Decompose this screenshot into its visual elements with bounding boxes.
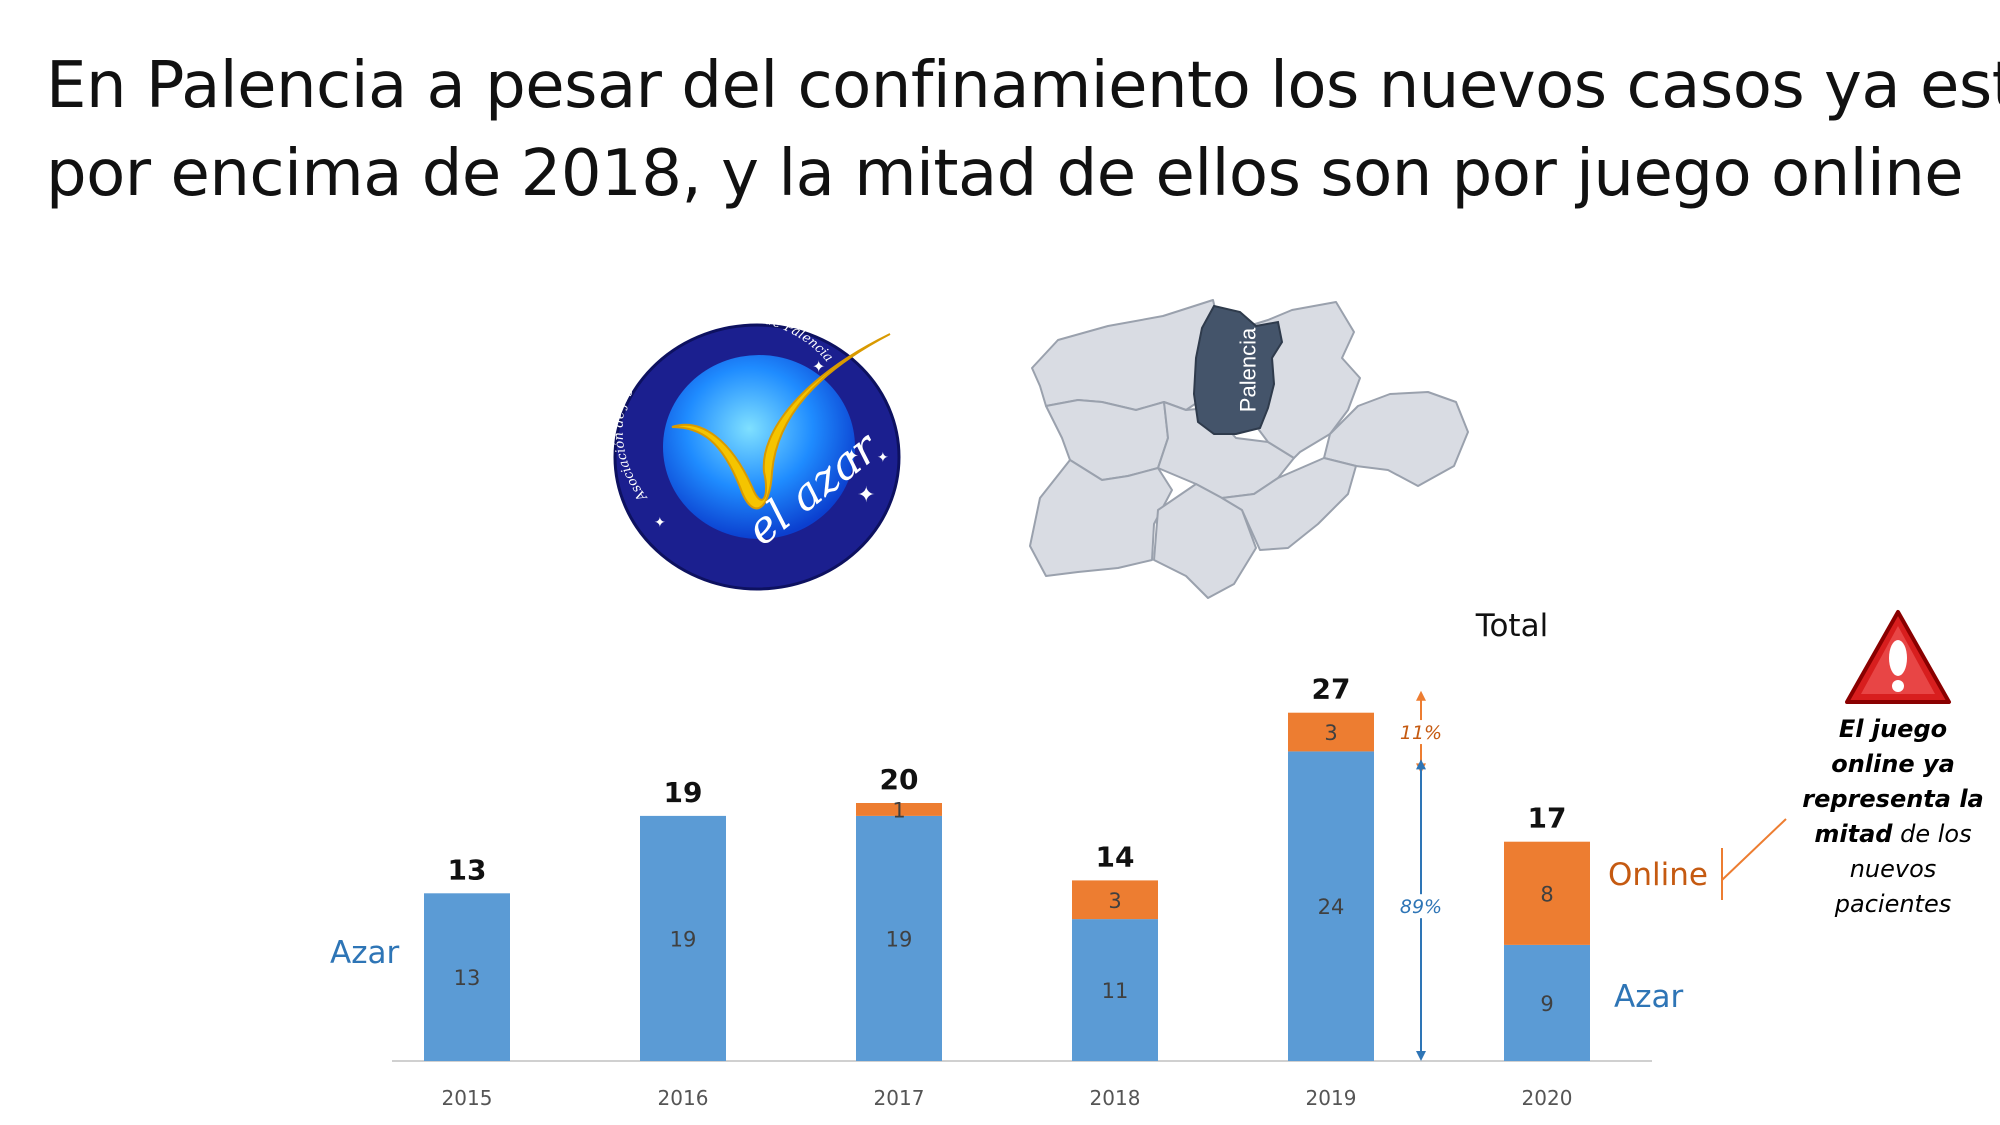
title-line-1: En Palencia a pesar del confinamiento lo… xyxy=(46,49,2000,123)
warning-note-rest: de los nuevos pacientes xyxy=(1834,820,1972,918)
x-tick-label-2017: 2017 xyxy=(874,1086,925,1110)
x-tick-label-2015: 2015 xyxy=(442,1086,493,1110)
bar-online-label-2019: 3 xyxy=(1324,721,1337,745)
x-tick-label-2018: 2018 xyxy=(1090,1086,1141,1110)
bar-azar-2017 xyxy=(856,815,942,1061)
bar-azar-2018 xyxy=(1072,919,1158,1061)
bar-total-label-2017: 20 xyxy=(880,763,919,796)
bar-online-2017 xyxy=(856,803,942,816)
bar-azar-2019 xyxy=(1288,751,1374,1061)
region-map: Palencia xyxy=(1029,299,1469,599)
azar-share-arrow-head-top xyxy=(1416,759,1426,770)
bar-online-label-2018: 3 xyxy=(1108,889,1121,913)
side-label-azar-left: Azar xyxy=(330,935,399,971)
online-share-arrow-head-top xyxy=(1416,690,1426,701)
azar-share-arrow-head-bottom xyxy=(1416,1051,1426,1061)
svg-text:✦: ✦ xyxy=(654,514,666,530)
x-tick-label-2020: 2020 xyxy=(1522,1086,1573,1110)
warning-note-bold: El juego online ya representa la mitad xyxy=(1802,715,1984,848)
bar-azar-label-2020: 9 xyxy=(1540,992,1553,1016)
bar-azar-2020 xyxy=(1504,944,1590,1061)
bar-azar-2015 xyxy=(424,893,510,1061)
svg-text:✦: ✦ xyxy=(877,449,889,465)
bar-online-2018 xyxy=(1072,880,1158,920)
warning-icon xyxy=(1845,610,1951,704)
bar-total-label-2020: 17 xyxy=(1528,802,1567,835)
bar-total-label-2019: 27 xyxy=(1312,673,1351,706)
annotation-backdrop-azar xyxy=(1397,894,1445,919)
map-province-avila xyxy=(1153,483,1257,599)
chart-title: Total xyxy=(1475,608,1548,644)
bar-total-label-2018: 14 xyxy=(1096,840,1135,873)
online-bracket xyxy=(1721,818,1787,900)
bar-online-2020 xyxy=(1504,841,1590,945)
bar-azar-label-2019: 24 xyxy=(1318,895,1345,919)
svg-text:✦: ✦ xyxy=(844,446,859,466)
el-azar-logo: Asociación de jugadores en recuperación … xyxy=(612,322,901,591)
bar-azar-label-2016: 19 xyxy=(670,927,697,951)
x-tick-label-2019: 2019 xyxy=(1306,1086,1357,1110)
bar-total-label-2016: 19 xyxy=(664,776,703,809)
map-province-palencia xyxy=(1192,304,1284,435)
side-label-azar-right: Azar xyxy=(1614,979,1683,1015)
map-province-segovia xyxy=(1221,457,1357,551)
map-province-salamanca xyxy=(1029,459,1173,577)
svg-text:✦: ✦ xyxy=(812,359,825,376)
warning-note: El juego online ya representa la mitad d… xyxy=(1798,712,1988,922)
annotation-backdrop-online xyxy=(1397,720,1445,745)
bar-online-label-2017: 1 xyxy=(892,798,905,822)
annotation-online-share: 11% xyxy=(1400,722,1442,744)
svg-text:✦: ✦ xyxy=(857,482,875,507)
annotation-azar-share: 89% xyxy=(1400,896,1442,918)
x-tick-label-2016: 2016 xyxy=(658,1086,709,1110)
side-label-online-right: Online xyxy=(1608,857,1708,893)
bar-azar-label-2015: 13 xyxy=(454,966,481,990)
bar-azar-label-2018: 11 xyxy=(1102,979,1129,1003)
bar-azar-label-2017: 19 xyxy=(886,927,913,951)
bar-online-label-2020: 8 xyxy=(1540,882,1553,906)
slide-title: En Palencia a pesar del confinamiento lo… xyxy=(46,42,2000,218)
bar-online-2019 xyxy=(1288,712,1374,752)
bar-azar-2016 xyxy=(640,815,726,1061)
bar-total-label-2015: 13 xyxy=(448,853,487,886)
title-line-2: por encima de 2018, y la mitad de ellos … xyxy=(46,137,1964,211)
map-palencia-label: Palencia xyxy=(1236,327,1261,412)
